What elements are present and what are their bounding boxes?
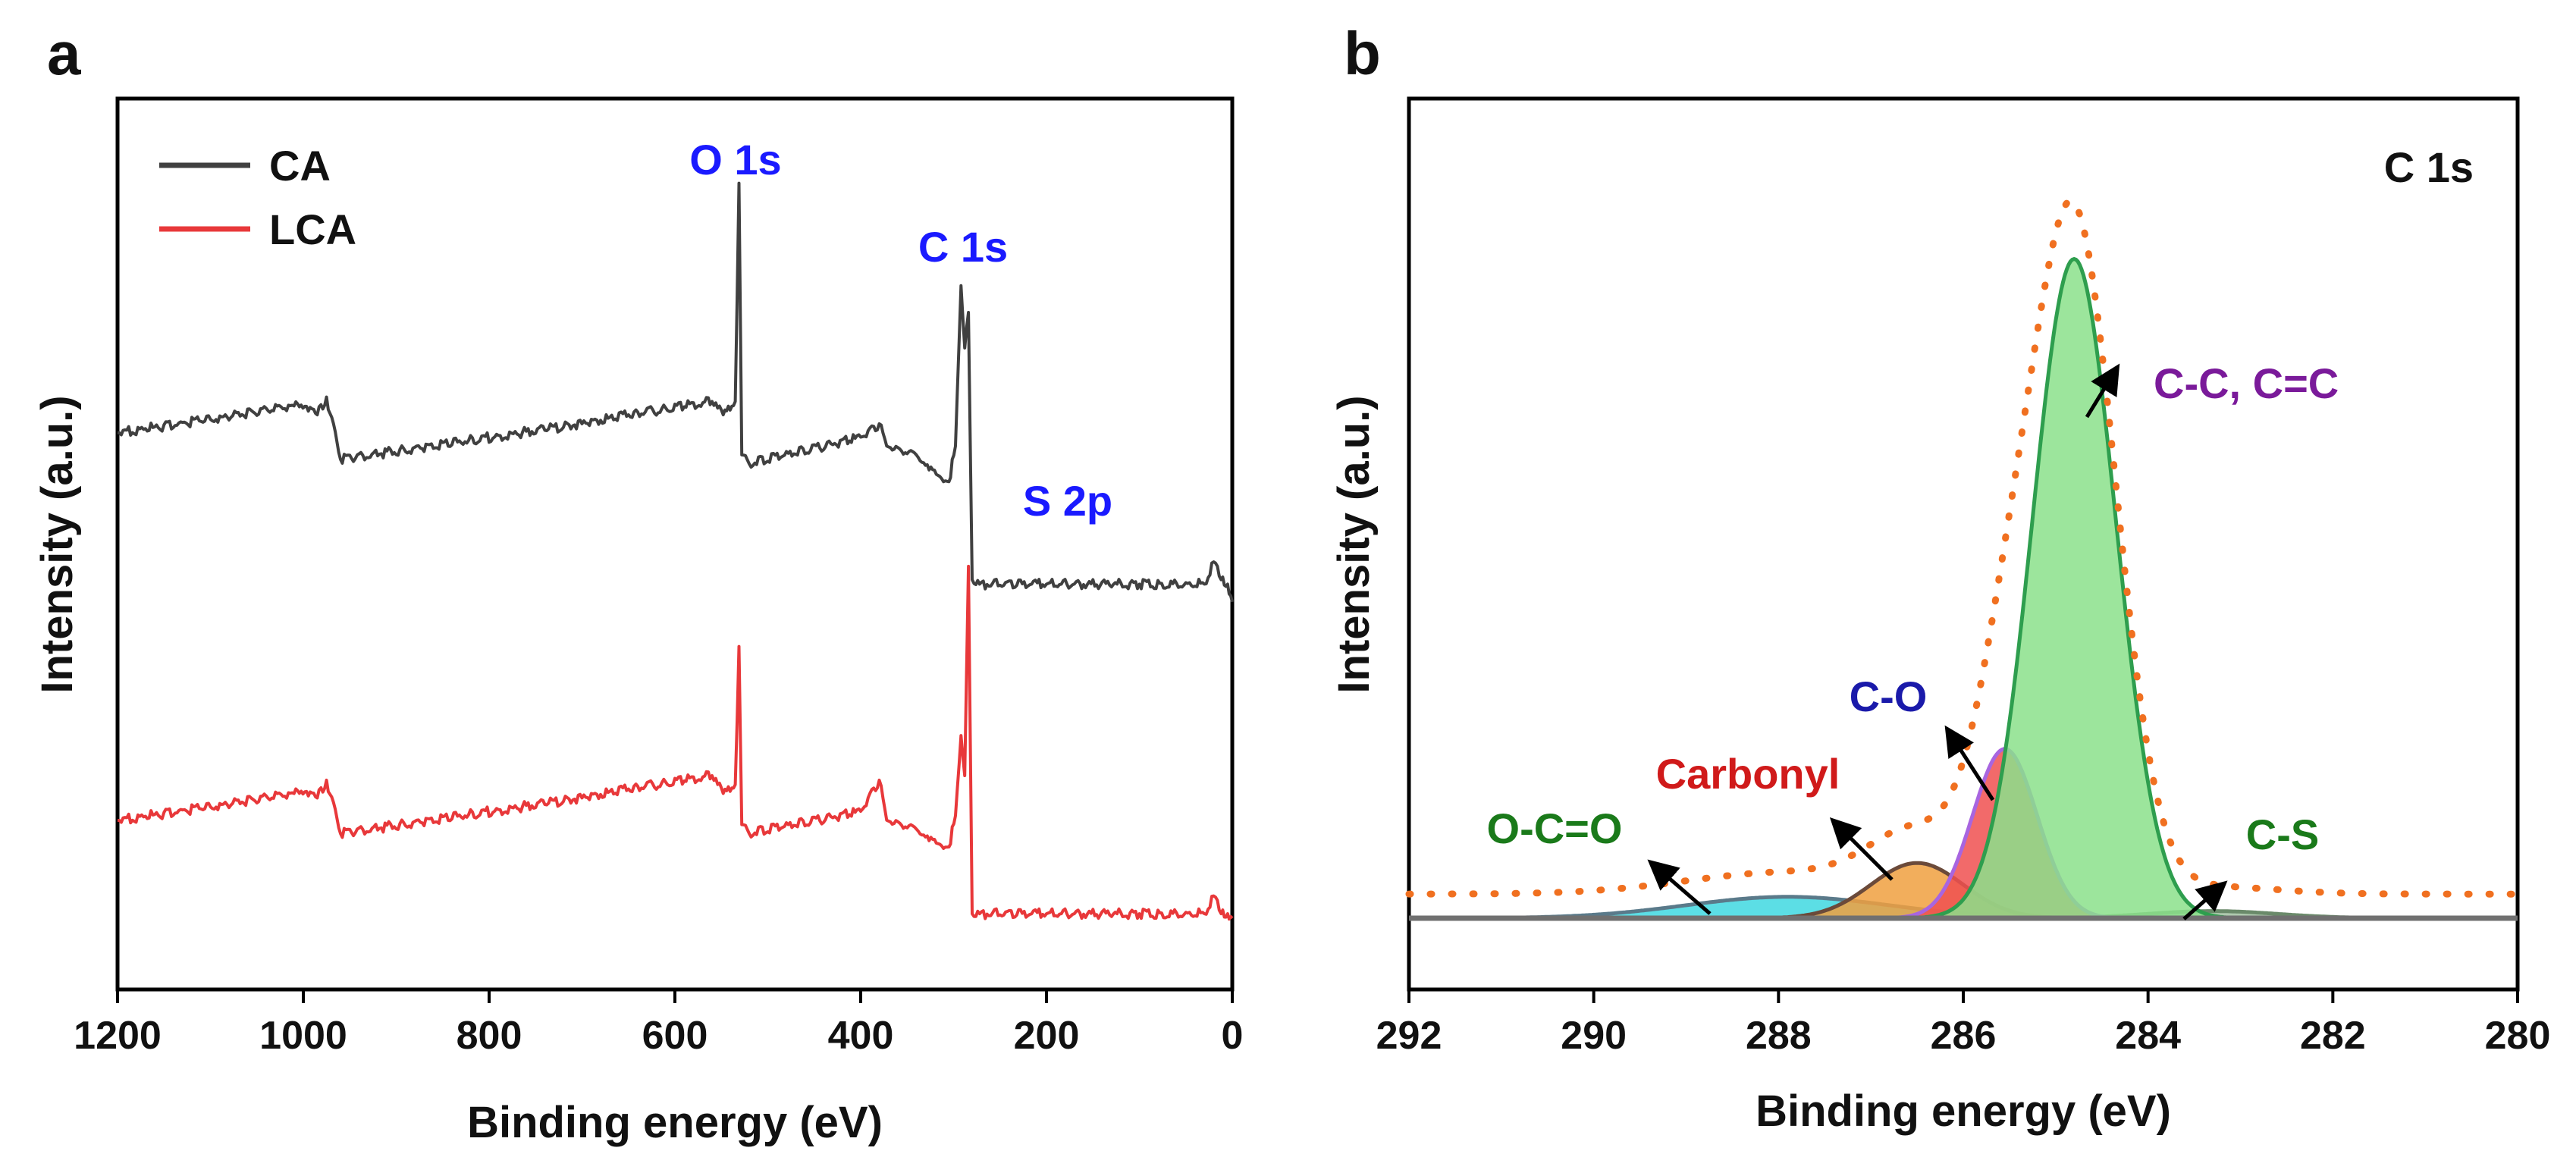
panel-b-x-tick-label: 288 bbox=[1746, 1014, 1812, 1058]
series-lca-line bbox=[117, 564, 1234, 921]
panel-b-x-tick-label: 290 bbox=[1561, 1014, 1627, 1058]
panel-b-x-tick-label: 286 bbox=[1931, 1014, 1997, 1058]
label-o-c-o: O-C=O bbox=[1487, 804, 1623, 852]
panel-a-series bbox=[117, 181, 1234, 921]
label-c-s: C-S bbox=[2246, 811, 2319, 858]
annotation-c1s: C 1s bbox=[918, 223, 1008, 271]
panel-a-x-tick-label: 1000 bbox=[259, 1014, 347, 1058]
label-arrow-c-o bbox=[1944, 725, 1995, 801]
panel-a-x-tick-label: 0 bbox=[1222, 1014, 1244, 1058]
panel-a-x-tick-label: 200 bbox=[1014, 1014, 1080, 1058]
label-arrow-c-s bbox=[2182, 880, 2228, 920]
panel-b-title: C 1s bbox=[2384, 143, 2474, 191]
panel-b-x-ticks: 292 290 288 286 284 282 280 bbox=[1376, 989, 2551, 1058]
panel-b-ylabel: Intensity (a.u.) bbox=[1329, 395, 1379, 693]
panel-a-label: a bbox=[47, 20, 81, 87]
panel-a-x-tick-label: 600 bbox=[642, 1014, 708, 1058]
panel-b-label: b bbox=[1344, 20, 1381, 87]
panel-a: a 1200 1000 800 600 400 200 0 Binding energy (… bbox=[33, 20, 1243, 1147]
annotation-o1s: O 1s bbox=[689, 136, 781, 183]
label-c-o: C-O bbox=[1850, 673, 1928, 720]
legend-lca-label: LCA bbox=[269, 205, 356, 253]
label-arrow-carbonyl bbox=[1829, 817, 1894, 881]
series-ca-line bbox=[117, 181, 1234, 603]
panel-a-ylabel: Intensity (a.u.) bbox=[33, 395, 82, 693]
panel-b: b 292 290 288 286 284 282 280 C 1s Binding ene… bbox=[1329, 20, 2550, 1136]
label-carbonyl: Carbonyl bbox=[1656, 750, 1840, 798]
envelope-fit-line bbox=[1405, 197, 2521, 898]
annotation-s2p: S 2p bbox=[1023, 477, 1112, 525]
panel-a-xlabel: Binding energy (eV) bbox=[467, 1098, 883, 1147]
panel-a-x-tick-label: 400 bbox=[828, 1014, 894, 1058]
panel-b-x-tick-label: 282 bbox=[2300, 1014, 2366, 1058]
panel-b-x-tick-label: 284 bbox=[2115, 1014, 2181, 1058]
panel-b-components bbox=[1405, 197, 2521, 921]
label-arrow-c-c-c-c bbox=[2085, 363, 2120, 419]
panel-a-x-tick-label: 800 bbox=[457, 1014, 522, 1058]
legend-ca-label: CA bbox=[269, 142, 331, 190]
panel-b-xlabel: Binding energy (eV) bbox=[1756, 1087, 2171, 1136]
label-arrow-o-c-o bbox=[1647, 859, 1712, 915]
panel-b-x-tick-label: 292 bbox=[1376, 1014, 1442, 1058]
panel-a-x-ticks: 1200 1000 800 600 400 200 0 bbox=[74, 989, 1243, 1058]
panel-a-x-tick-label: 1200 bbox=[74, 1014, 162, 1058]
label-c-c-c-c: C-C, C=C bbox=[2154, 359, 2339, 407]
panel-a-legend: CA LCA bbox=[159, 142, 356, 253]
panel-b-x-tick-label: 280 bbox=[2485, 1014, 2551, 1058]
